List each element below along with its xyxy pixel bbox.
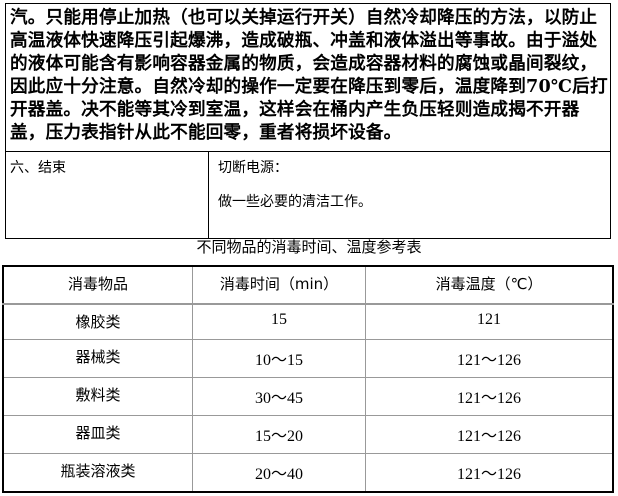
time-cell: 30～45 (192, 376, 366, 416)
temp-cell: 121 (365, 303, 614, 340)
paragraph-line: 盖，压力表指针从此不能回零，重者将损坏设备。 (10, 122, 402, 143)
time-cell: 15～20 (192, 414, 366, 454)
sterilization-table: 消毒物品 消毒时间（min） 消毒温度（℃） 橡胶类 15 121 器械类 10… (2, 265, 614, 493)
paragraph-line: 高温液体快速降压引起爆沸，造成破瓶、冲盖和液体溢出等事故。由于溢处 (10, 30, 598, 51)
temp-cell: 121～126 (365, 338, 614, 378)
header-cell: 消毒物品 (2, 265, 193, 305)
table-title: 不同物品的消毒时间、温度参考表 (196, 238, 422, 256)
time-cell: 20～40 (192, 452, 366, 493)
paragraph-line: 汽。只能用停止加热（也可以关掉运行开关）自然冷却降压的方法，以防止 (10, 7, 598, 28)
time-cell: 10～15 (192, 338, 366, 378)
temp-cell: 121～126 (365, 376, 614, 416)
procedure-text-cell: 汽。只能用停止加热（也可以关掉运行开关）自然冷却降压的方法，以防止 高温液体快速… (5, 3, 611, 152)
table-row: 器械类 10～15 121～126 (2, 338, 614, 378)
paragraph-line: 开器盖。决不能等其冷到室温，这样会在桶内产生负压轻则造成揭不开器 (10, 99, 580, 120)
section-step: 切断电源： (218, 160, 288, 176)
procedure-paragraph: 汽。只能用停止加热（也可以关掉运行开关）自然冷却降压的方法，以防止 高温液体快速… (10, 6, 610, 144)
temp-cell: 121～126 (365, 414, 614, 454)
item-cell: 器械类 (2, 338, 193, 378)
item-cell: 敷料类 (2, 376, 193, 416)
table-row: 敷料类 30～45 121～126 (2, 376, 614, 416)
paragraph-line: 因此应十分注意。自然冷却的操作一定要在降压到零后，温度降到70℃后打 (10, 76, 608, 97)
section-row-end: 六、结束 切断电源： 做一些必要的清洁工作。 (5, 151, 611, 239)
item-cell: 橡胶类 (2, 303, 193, 340)
table-row: 橡胶类 15 121 (2, 303, 614, 340)
time-cell: 15 (192, 303, 366, 340)
section-step: 做一些必要的清洁工作。 (218, 194, 372, 210)
section-label: 六、结束 (10, 160, 66, 176)
paragraph-line: 的液体可能含有影响容器金属的物质，会造成容器材料的腐蚀或晶间裂纹， (10, 53, 598, 74)
temp-cell: 121～126 (365, 452, 614, 493)
table-row: 瓶装溶液类 20～40 121～126 (2, 452, 614, 493)
table-row: 器皿类 15～20 121～126 (2, 414, 614, 454)
header-cell: 消毒时间（min） (192, 265, 366, 305)
item-cell: 瓶装溶液类 (2, 452, 193, 493)
item-cell: 器皿类 (2, 414, 193, 454)
table-header-row: 消毒物品 消毒时间（min） 消毒温度（℃） (2, 265, 614, 305)
header-cell: 消毒温度（℃） (365, 265, 614, 305)
section-label-cell: 六、结束 (6, 152, 209, 238)
